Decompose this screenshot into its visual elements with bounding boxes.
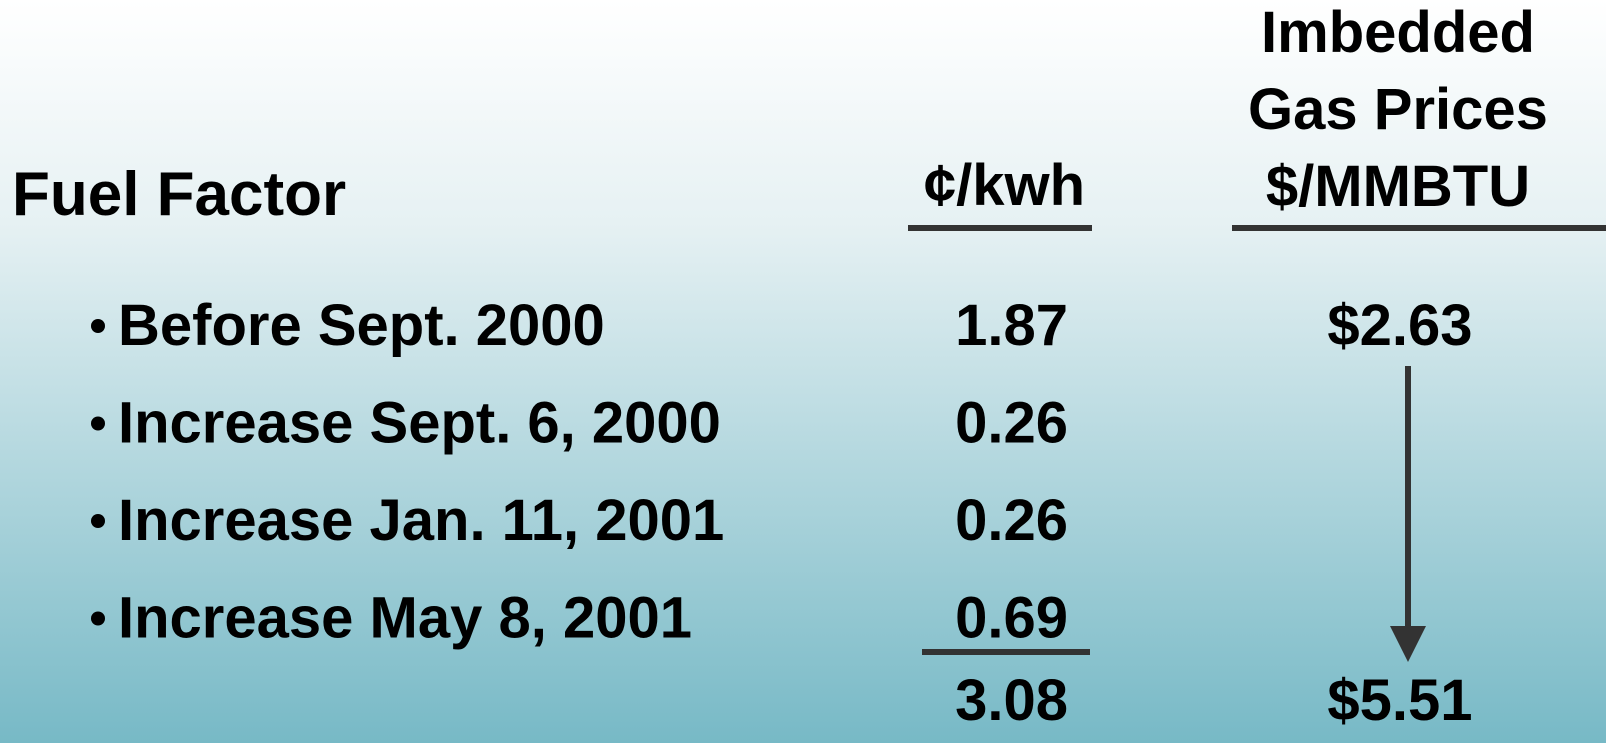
column-header: Imbedded xyxy=(1261,0,1535,65)
bullet xyxy=(91,416,105,431)
slide-title: Fuel Factor xyxy=(12,160,346,229)
row-label: Increase Sept. 6, 2000 xyxy=(118,391,721,456)
row-kwh: 0.26 xyxy=(955,391,1068,456)
row-kwh: 0.69 xyxy=(955,586,1068,651)
rows: Before Sept. 2000 1.87 $2.63 Increase Sept.… xyxy=(91,293,1473,651)
total-kwh: 3.08 xyxy=(955,668,1068,733)
row-gas: $2.63 xyxy=(1327,293,1472,358)
bullet xyxy=(91,514,105,528)
row-kwh: 1.87 xyxy=(955,293,1068,358)
arrow-head xyxy=(1390,626,1426,662)
column-header: ¢/kwh xyxy=(924,153,1085,218)
column-header: $/MMBTU xyxy=(1266,154,1530,219)
header-underline xyxy=(1232,225,1606,231)
row-label: Increase May 8, 2001 xyxy=(118,586,692,651)
bullet xyxy=(91,611,105,626)
row-label: Increase Jan. 11, 2001 xyxy=(118,488,724,553)
sum-line xyxy=(922,649,1090,655)
column-header: Gas Prices xyxy=(1248,77,1548,142)
bullet xyxy=(91,319,105,333)
row-kwh: 0.26 xyxy=(955,488,1068,553)
row-label: Before Sept. 2000 xyxy=(118,293,605,358)
total-gas: $5.51 xyxy=(1327,668,1472,733)
header-underline xyxy=(908,225,1092,231)
